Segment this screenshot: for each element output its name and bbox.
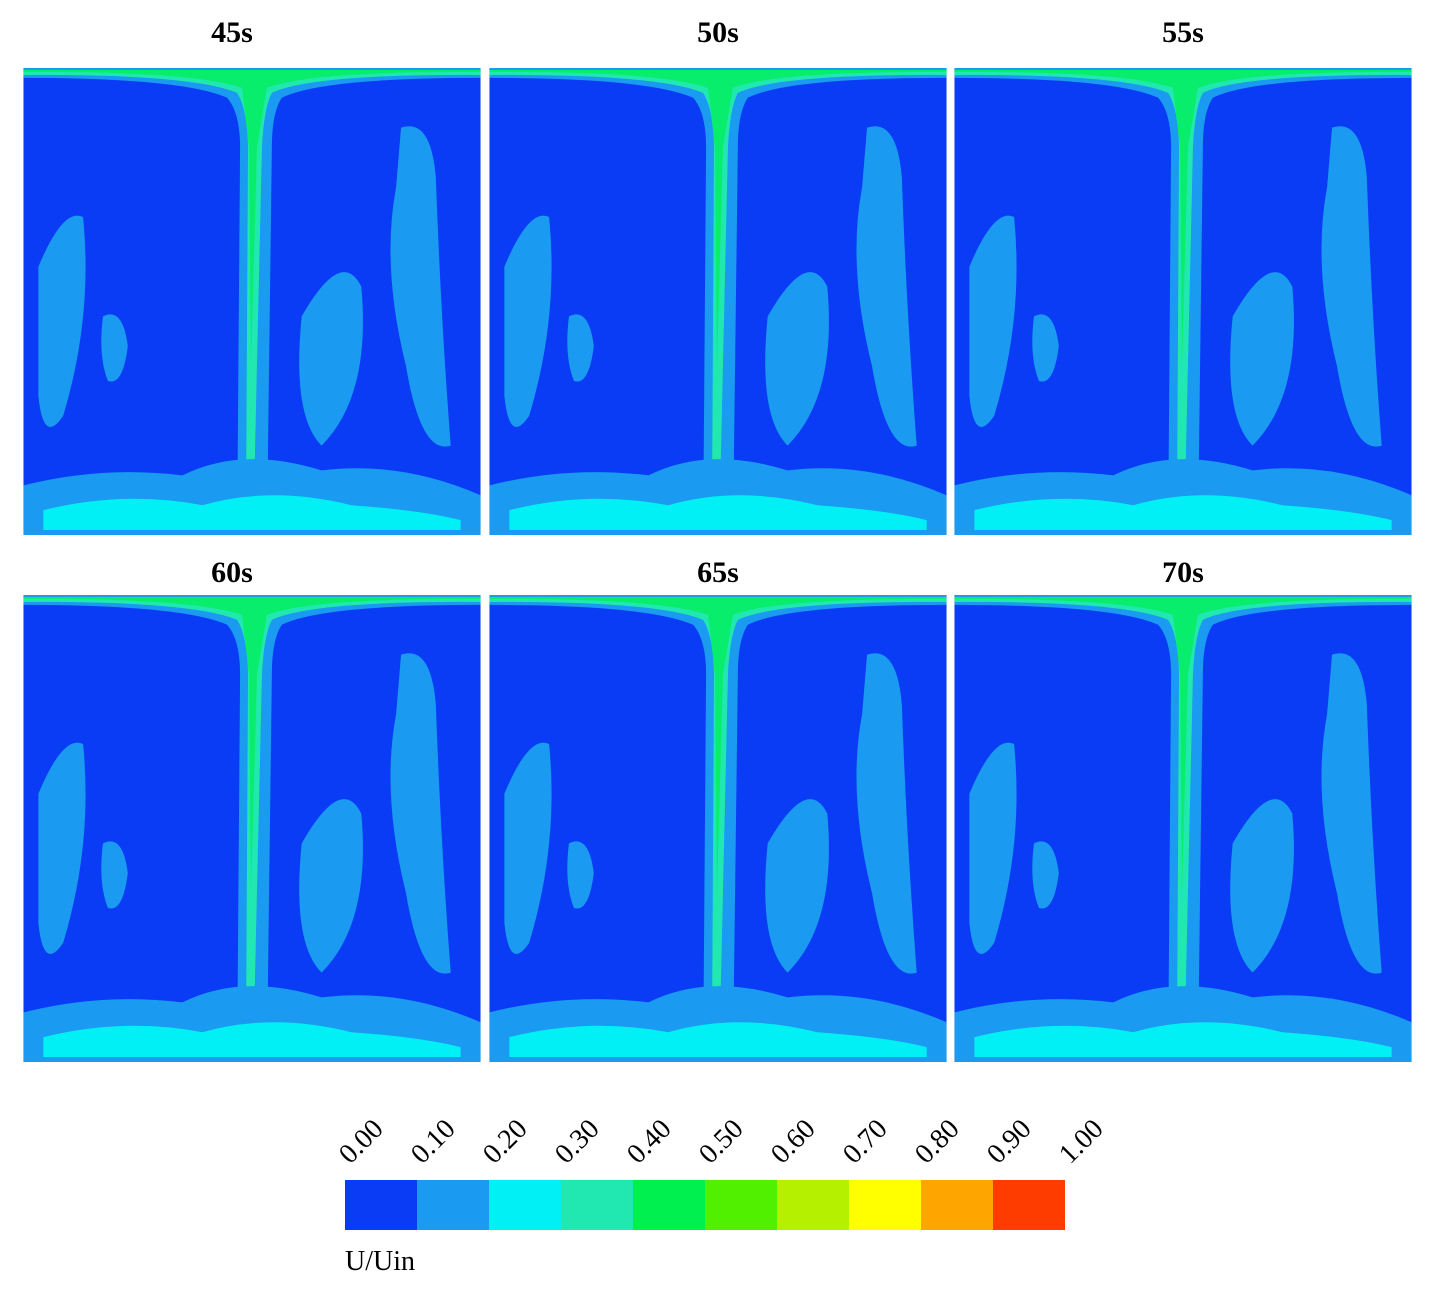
colorbar-tick-label: 0.30 — [549, 1113, 606, 1170]
contour-panel: 45s — [23, 16, 481, 535]
colorbar-segment — [993, 1180, 1065, 1230]
colorbar-segment — [417, 1180, 489, 1230]
contour-panel: 50s — [489, 16, 947, 535]
contour-panel: 55s — [954, 16, 1412, 535]
contour-plot — [23, 595, 481, 1062]
panel-title: 60s — [211, 556, 253, 589]
colorbar-segment — [345, 1180, 417, 1230]
colorbar-tick-label: 0.50 — [693, 1113, 750, 1170]
colorbar-segment — [633, 1180, 705, 1230]
contour-panel: 60s — [23, 556, 481, 1062]
colorbar-segment — [705, 1180, 777, 1230]
contour-plot — [954, 68, 1412, 535]
colorbar-tick-label: 1.00 — [1053, 1113, 1110, 1170]
colorbar-segment — [921, 1180, 993, 1230]
panel-title: 45s — [211, 16, 253, 49]
colorbar: 0.00 0.10 0.20 0.30 0.40 0.50 0.60 0.70 0.80 0.90… — [333, 1113, 1110, 1230]
contour-plot — [23, 68, 481, 535]
contour-panel: 70s — [954, 556, 1412, 1062]
colorbar-tick-label: 0.80 — [909, 1113, 966, 1170]
colorbar-segment — [849, 1180, 921, 1230]
panel-title: 50s — [697, 16, 739, 49]
contour-plot — [954, 595, 1412, 1062]
colorbar-label: U/Uin — [345, 1246, 415, 1277]
colorbar-segment — [489, 1180, 561, 1230]
colorbar-segment — [561, 1180, 633, 1230]
colorbar-tick-label: 0.40 — [621, 1113, 678, 1170]
panel-title: 65s — [697, 556, 739, 589]
colorbar-tick-label: 0.20 — [477, 1113, 534, 1170]
colorbar-tick-label: 0.60 — [765, 1113, 822, 1170]
colorbar-tick-label: 0.90 — [981, 1113, 1038, 1170]
colorbar-tick-label: 0.70 — [837, 1113, 894, 1170]
panel-title: 55s — [1162, 16, 1204, 49]
colorbar-segment — [777, 1180, 849, 1230]
contour-plot — [489, 595, 947, 1062]
panel-title: 70s — [1162, 556, 1204, 589]
contour-panel: 65s — [489, 556, 947, 1062]
colorbar-tick-label: 0.10 — [405, 1113, 462, 1170]
contour-plot — [489, 68, 947, 535]
panels: 45s 50s 55s 60s 65s 70s — [23, 16, 1412, 1062]
colorbar-tick-label: 0.00 — [333, 1113, 390, 1170]
